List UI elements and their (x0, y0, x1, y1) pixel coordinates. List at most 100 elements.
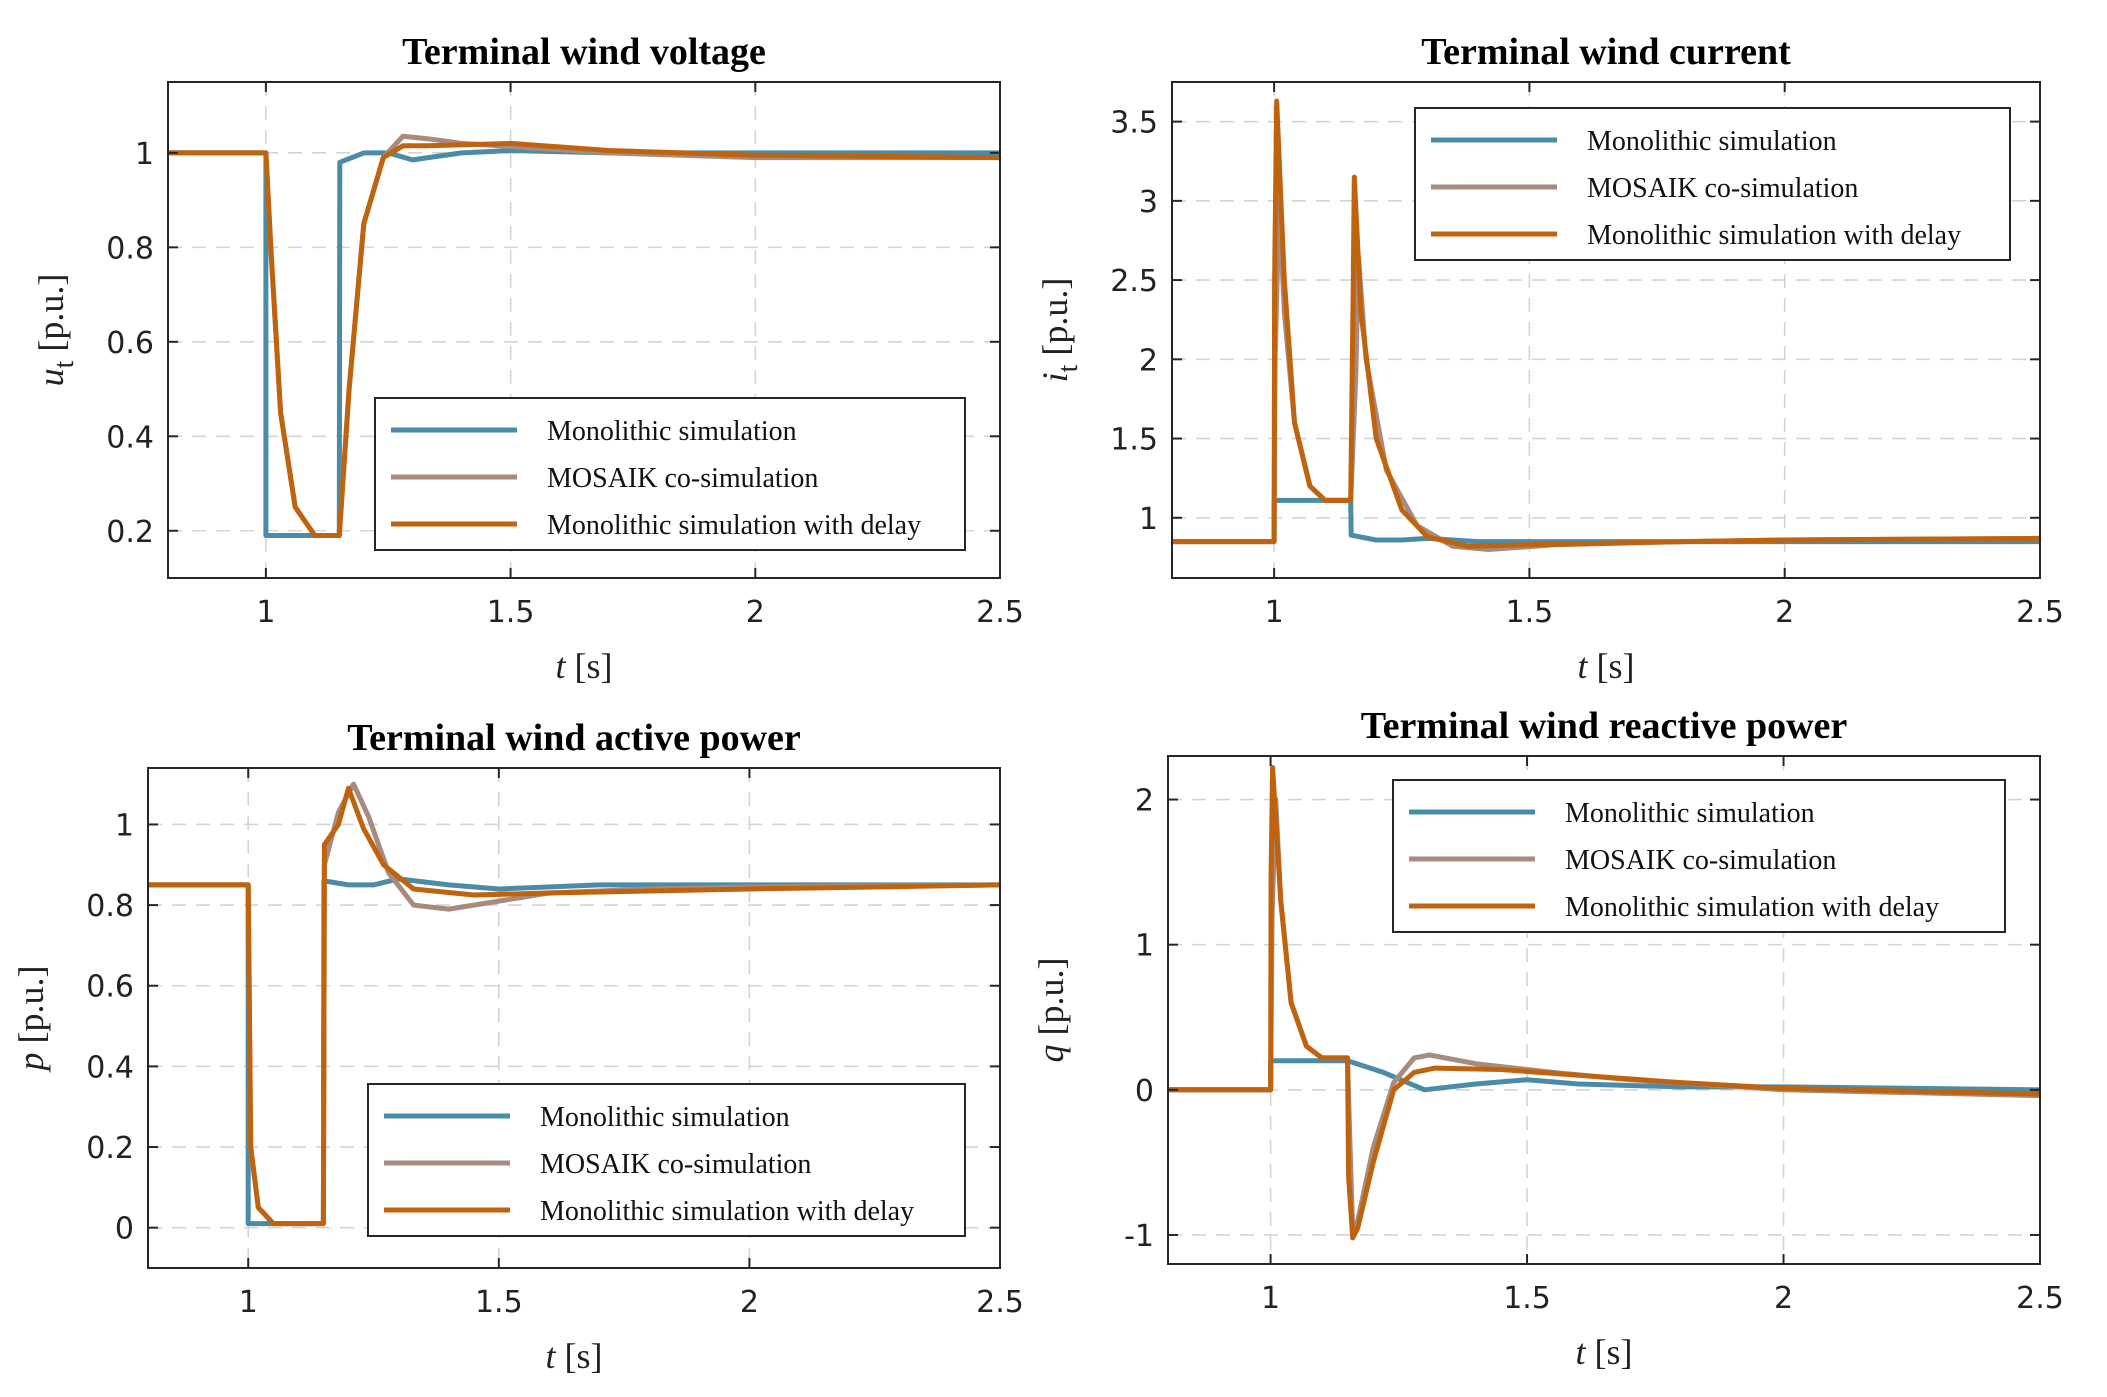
y-tick-label: 2 (1135, 784, 1154, 819)
chart-terminal-wind-active-power: 1 1.5 2 2.5 0 0.2 0.4 0.6 0.8 1 Terminal wind acti… (11, 717, 1024, 1376)
y-tick-label: 2 (1139, 343, 1158, 378)
x-tick-label: 2 (1774, 1281, 1793, 1316)
x-axis-label-symbol: t (1577, 646, 1588, 686)
y-axis-label: it [p.u.] (1035, 278, 1084, 383)
series-group (168, 133, 1000, 538)
x-axis-label: t [s] (1575, 1332, 1632, 1372)
y-tick-label: 3 (1139, 185, 1158, 220)
axes-frame (1171, 81, 2041, 579)
series-line-3 (1168, 765, 2040, 1241)
y-tick-label: 0 (1135, 1074, 1154, 1109)
x-axis-label-unit: [s] (556, 1336, 603, 1376)
y-tick-label: 1.5 (1110, 423, 1158, 458)
chart-title: Terminal wind current (1421, 31, 1791, 73)
x-tick-label: 2 (746, 595, 765, 630)
axes-frame (167, 81, 1001, 579)
x-axis-label-unit: [s] (1588, 646, 1635, 686)
series-group (148, 781, 1000, 1227)
series-line-3 (1172, 98, 2040, 549)
x-tick-label: 2.5 (2016, 1281, 2064, 1316)
y-axis-label-symbol: u (31, 368, 71, 386)
y-axis-label: q [p.u.] (1031, 958, 1071, 1063)
y-tick-label: 1 (115, 808, 134, 843)
x-axis-label: t [s] (555, 646, 612, 686)
y-axis-label: ut [p.u.] (31, 274, 80, 387)
legend: Monolithic simulation MOSAIK co-simulatio… (367, 1083, 966, 1237)
y-axis-label-unit: [p.u.] (1031, 958, 1071, 1045)
x-tick-label: 2 (1775, 595, 1794, 630)
x-tick-label: 1.5 (475, 1285, 523, 1320)
axes-frame (147, 767, 1001, 1269)
y-tick-label: 0.4 (106, 420, 154, 455)
x-tick-label: 2.5 (976, 1285, 1024, 1320)
legend: Monolithic simulation MOSAIK co-simulatio… (1414, 107, 2011, 261)
x-axis-label-symbol: t (1575, 1332, 1586, 1372)
chart-title: Terminal wind active power (347, 717, 801, 759)
chart-terminal-wind-current: 1 1.5 2 2.5 1 1.5 2 2.5 3 3.5 Terminal wind curren… (1035, 31, 2064, 686)
y-tick-label: 0.6 (86, 970, 134, 1005)
legend-label-1: Monolithic simulation (540, 1102, 790, 1133)
series-line-1 (148, 876, 1000, 1227)
legend-label-2: MOSAIK co-simulation (1565, 845, 1836, 876)
legend-label-2: MOSAIK co-simulation (540, 1149, 811, 1180)
x-tick-label: 1.5 (487, 595, 535, 630)
x-axis-label: t [s] (1577, 646, 1634, 686)
y-axis-label-unit: [p.u.] (1035, 278, 1075, 365)
y-axis-label-symbol: p (11, 1052, 51, 1073)
y-axis-label-symbol: i (1035, 372, 1075, 382)
y-tick-label: 0 (115, 1212, 134, 1247)
y-axis-label: p [p.u.] (11, 966, 51, 1074)
y-tick-label: 2.5 (1110, 264, 1158, 299)
legend-label-1: Monolithic simulation (547, 416, 797, 447)
y-axis-label-unit: [p.u.] (11, 966, 51, 1053)
x-tick-label: 1 (256, 595, 275, 630)
y-tick-label: 0.8 (86, 889, 134, 924)
x-tick-label: 2.5 (2016, 595, 2064, 630)
legend-label-2: MOSAIK co-simulation (547, 463, 818, 494)
x-axis-label-unit: [s] (1586, 1332, 1633, 1372)
y-tick-label: -1 (1124, 1219, 1154, 1254)
legend-label-2: MOSAIK co-simulation (1587, 173, 1858, 204)
y-tick-label: 1 (135, 137, 154, 172)
y-tick-label: 1 (1135, 929, 1154, 964)
series-group (1172, 98, 2040, 552)
legend: Monolithic simulation MOSAIK co-simulatio… (1392, 779, 2006, 933)
legend-label-3: Monolithic simulation with delay (1565, 892, 1939, 923)
legend-label-3: Monolithic simulation with delay (547, 510, 921, 541)
x-axis-label-symbol: t (545, 1336, 556, 1376)
y-axis-label-unit: [p.u.] (31, 274, 71, 361)
x-tick-label: 1 (239, 1285, 258, 1320)
y-tick-label: 0.6 (106, 326, 154, 361)
chart-terminal-wind-voltage: 1 1.5 2 2.5 0.2 0.4 0.6 0.8 1 Terminal wind volta… (31, 31, 1024, 686)
legend-label-3: Monolithic simulation with delay (1587, 220, 1961, 251)
legend-label-3: Monolithic simulation with delay (540, 1196, 914, 1227)
x-tick-label: 1.5 (1503, 1281, 1551, 1316)
axes-frame (1167, 755, 2041, 1265)
y-axis-label-symbol: q (1031, 1044, 1071, 1062)
x-tick-label: 2.5 (976, 595, 1024, 630)
legend: Monolithic simulation MOSAIK co-simulatio… (374, 397, 966, 551)
y-axis-label-subscript: t (1053, 364, 1084, 372)
x-tick-label: 2 (740, 1285, 759, 1320)
x-tick-label: 1 (1261, 1281, 1280, 1316)
y-tick-label: 0.8 (106, 231, 154, 266)
y-tick-label: 3.5 (1110, 106, 1158, 141)
y-tick-label: 0.2 (86, 1131, 134, 1166)
x-axis-label: t [s] (545, 1336, 602, 1376)
series-line-3 (168, 140, 1000, 538)
y-tick-label: 0.4 (86, 1050, 134, 1085)
series-line-3 (148, 785, 1000, 1227)
legend-label-1: Monolithic simulation (1565, 798, 1815, 829)
legend-label-1: Monolithic simulation (1587, 126, 1837, 157)
chart-title: Terminal wind reactive power (1361, 705, 1848, 747)
y-tick-label: 1 (1139, 502, 1158, 537)
x-axis-label-unit: [s] (566, 646, 613, 686)
y-tick-label: 0.2 (106, 515, 154, 550)
x-axis-label-symbol: t (555, 646, 566, 686)
x-tick-label: 1.5 (1506, 595, 1554, 630)
x-tick-label: 1 (1265, 595, 1284, 630)
chart-terminal-wind-reactive-power: 1 1.5 2 2.5 -1 0 1 2 Terminal wind reactive powe… (1031, 705, 2064, 1372)
chart-title: Terminal wind voltage (402, 31, 766, 73)
y-axis-label-subscript: t (49, 360, 80, 368)
